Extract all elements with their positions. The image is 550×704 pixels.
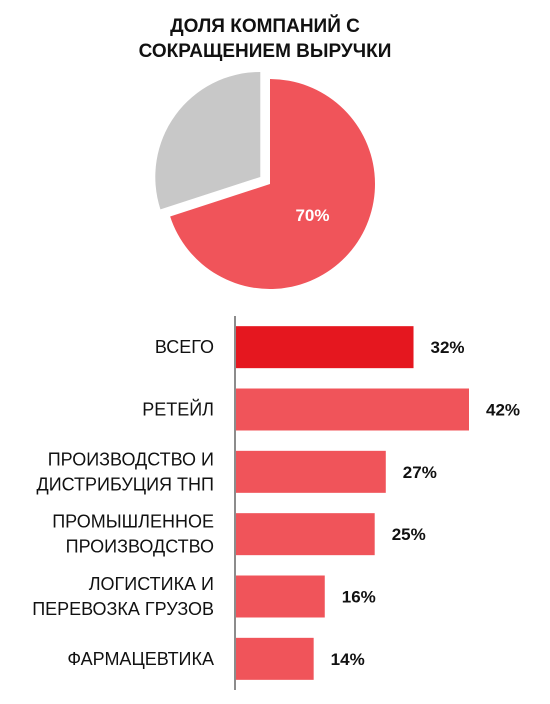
pie-title: ДОЛЯ КОМПАНИЙ С СОКРАЩЕНИЕМ ВЫРУЧКИ — [100, 14, 430, 64]
category-label: ЛОГИСТИКА И — [89, 574, 214, 594]
bar-value-label: 42% — [486, 401, 520, 420]
bar — [236, 513, 375, 556]
bar — [236, 637, 314, 680]
bar — [236, 575, 325, 618]
category-label: ПРОИЗВОДСТВО И — [48, 449, 214, 469]
bar-value-label: 14% — [331, 650, 365, 669]
category-label: ПЕРЕВОЗКА ГРУЗОВ — [32, 599, 214, 619]
category-label: ФАРМАЦЕВТИКА — [67, 649, 214, 669]
pie-slice — [170, 79, 376, 289]
pie-title-line2: СОКРАЩЕНИЕМ ВЫРУЧКИ — [138, 41, 392, 62]
bar-value-label: 25% — [392, 525, 426, 544]
pie-title-line1: ДОЛЯ КОМПАНИЙ С — [170, 16, 360, 37]
bar — [236, 450, 386, 493]
category-label: РЕТЕЙЛ — [142, 399, 214, 420]
bar-value-label: 32% — [431, 338, 465, 357]
category-label: ПРОИЗВОДСТВО — [66, 537, 214, 557]
pie-slice-label: 70% — [295, 206, 329, 225]
category-label: ПРОМЫШЛЕННОЕ — [52, 512, 214, 532]
pie-slice — [155, 71, 261, 210]
bar — [236, 326, 414, 369]
bar — [236, 388, 469, 431]
category-label: ДИСТРИБУЦИЯ ТНП — [37, 474, 215, 494]
bar-value-label: 16% — [342, 588, 376, 607]
category-label: ВСЕГО — [155, 337, 214, 357]
bar-value-label: 27% — [403, 463, 437, 482]
